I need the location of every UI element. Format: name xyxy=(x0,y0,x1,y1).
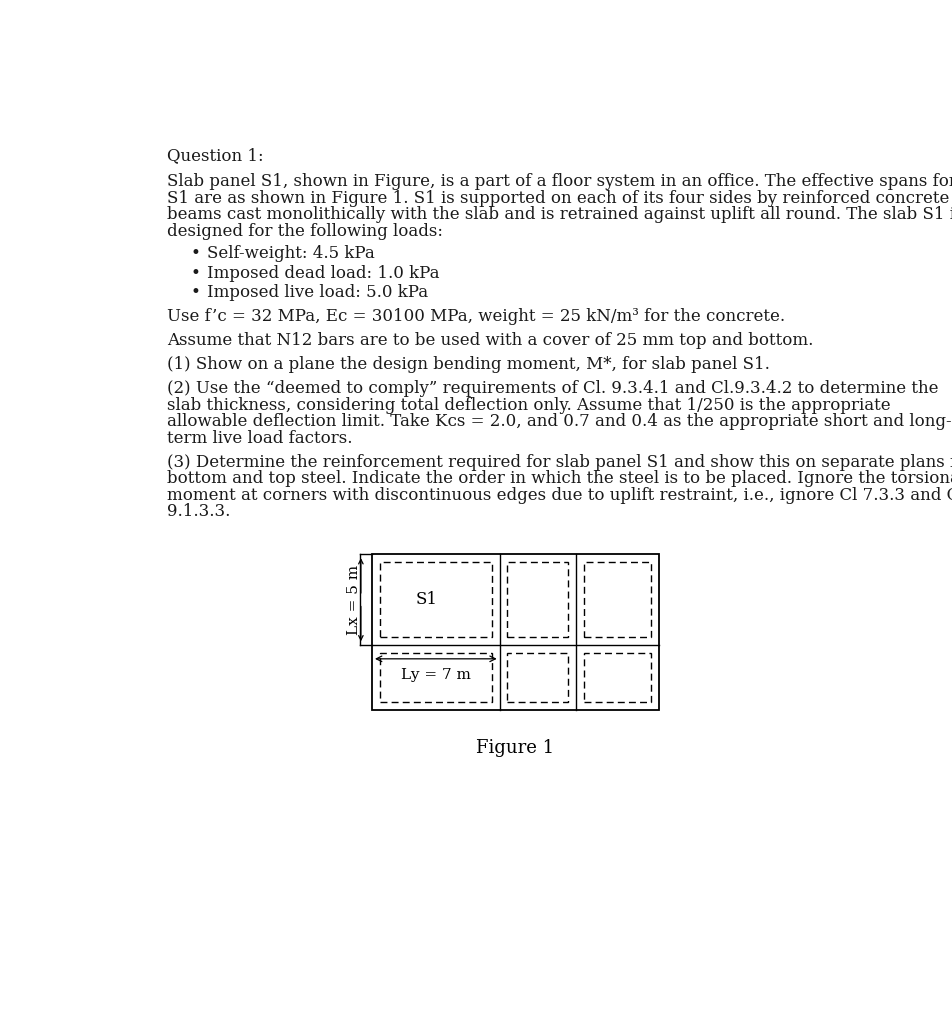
Text: Question 1:: Question 1: xyxy=(167,147,264,165)
Text: •: • xyxy=(190,265,200,282)
Text: •: • xyxy=(190,245,200,262)
Text: (2) Use the “deemed to comply” requirements of Cl. 9.3.4.1 and Cl.9.3.4.2 to det: (2) Use the “deemed to comply” requireme… xyxy=(167,380,938,397)
Bar xyxy=(584,562,650,637)
Text: (1) Show on a plane the design bending moment, M*, for slab panel S1.: (1) Show on a plane the design bending m… xyxy=(167,356,769,373)
Text: beams cast monolithically with the slab and is retrained against uplift all roun: beams cast monolithically with the slab … xyxy=(167,206,952,223)
Text: moment at corners with discontinuous edges due to uplift restraint, i.e., ignore: moment at corners with discontinuous edg… xyxy=(167,486,952,504)
Text: S1 are as shown in Figure 1. S1 is supported on each of its four sides by reinfo: S1 are as shown in Figure 1. S1 is suppo… xyxy=(167,189,948,207)
Text: Ly = 7 m: Ly = 7 m xyxy=(401,668,470,682)
Text: Figure 1: Figure 1 xyxy=(476,739,554,758)
Bar xyxy=(506,652,567,702)
Text: designed for the following loads:: designed for the following loads: xyxy=(167,223,443,240)
Text: Imposed dead load: 1.0 kPa: Imposed dead load: 1.0 kPa xyxy=(208,265,440,282)
Text: Imposed live load: 5.0 kPa: Imposed live load: 5.0 kPa xyxy=(208,285,428,301)
Bar xyxy=(584,652,650,702)
Text: Assume that N12 bars are to be used with a cover of 25 mm top and bottom.: Assume that N12 bars are to be used with… xyxy=(167,332,813,349)
Bar xyxy=(380,562,491,637)
Text: allowable deflection limit. Take Kᴄs = 2.0, and 0.7 and 0.4 as the appropriate s: allowable deflection limit. Take Kᴄs = 2… xyxy=(167,413,951,430)
Text: term live load factors.: term live load factors. xyxy=(167,430,352,446)
Text: Lx = 5 m: Lx = 5 m xyxy=(347,564,361,635)
Text: (3) Determine the reinforcement required for slab panel S1 and show this on sepa: (3) Determine the reinforcement required… xyxy=(167,454,952,471)
Text: Self-weight: 4.5 kPa: Self-weight: 4.5 kPa xyxy=(208,245,375,262)
Text: S1: S1 xyxy=(415,591,437,608)
Bar xyxy=(380,652,491,702)
Bar xyxy=(371,554,658,710)
Text: slab thickness, considering total deflection only. Assume that 1/250 is the appr: slab thickness, considering total deflec… xyxy=(167,396,890,414)
Text: •: • xyxy=(190,285,200,301)
Text: 9.1.3.3.: 9.1.3.3. xyxy=(167,503,230,520)
Bar xyxy=(506,562,567,637)
Text: Slab panel S1, shown in Figure, is a part of a floor system in an office. The ef: Slab panel S1, shown in Figure, is a par… xyxy=(167,173,952,190)
Text: Use f’c = 32 MPa, Ec = 30100 MPa, weight = 25 kN/m³ for the concrete.: Use f’c = 32 MPa, Ec = 30100 MPa, weight… xyxy=(167,308,784,325)
Text: bottom and top steel. Indicate the order in which the steel is to be placed. Ign: bottom and top steel. Indicate the order… xyxy=(167,470,952,487)
